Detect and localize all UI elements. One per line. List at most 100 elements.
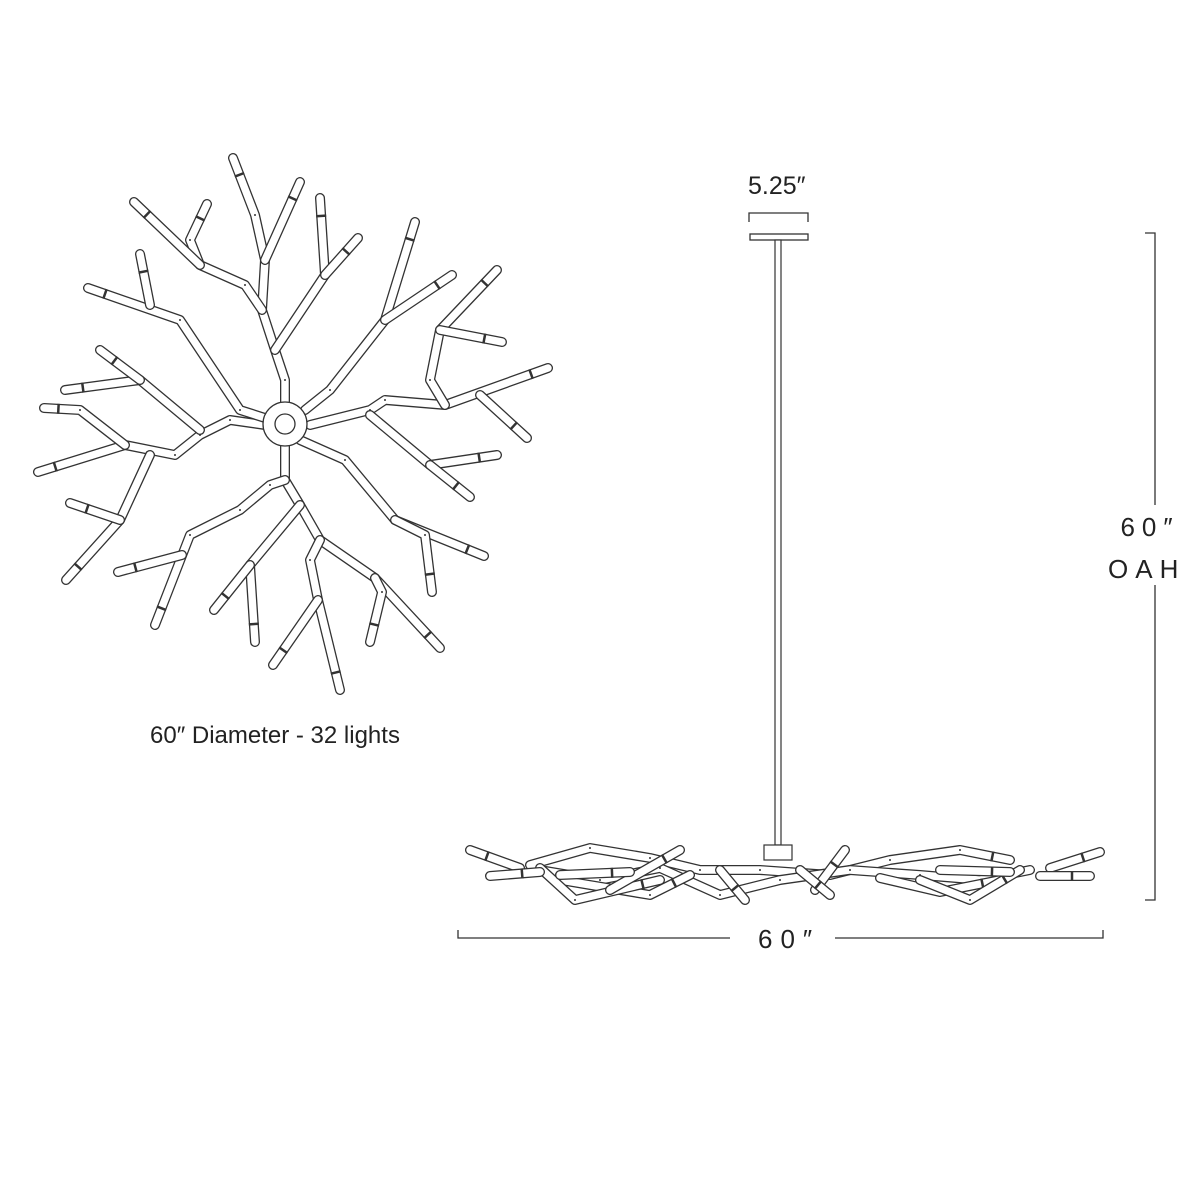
light-band [110,356,119,366]
joint [849,869,851,871]
light-band [640,878,645,890]
light-band [132,562,138,573]
light-band [480,278,490,288]
joint [429,379,431,381]
joint [574,899,576,901]
light-band [195,215,206,222]
side-branch-fill [1046,848,1104,872]
joint [719,894,721,896]
side-branch-fill [556,868,634,879]
side-view-chandelier [465,233,1105,905]
light-band [248,622,259,626]
side-branch-fill [936,866,1014,876]
branch-fill [261,178,304,264]
light-band [477,452,482,463]
width-dimension-right [835,930,1104,939]
joint [254,214,256,216]
dimension-lines [457,212,1156,939]
branch [83,283,270,423]
light-band [80,382,85,393]
light-band [278,646,289,655]
light-band [528,368,534,380]
branch-fill [61,376,204,434]
light-band [423,630,433,640]
light-band [52,461,58,472]
light-band [142,209,152,219]
light-band [464,544,471,555]
overall-height-label: 60″ [1120,512,1180,542]
side-branch-fill [716,866,749,904]
light-band [433,280,441,290]
joint [589,847,591,849]
joint [659,867,661,869]
hub-side [763,844,793,861]
joint [384,399,386,401]
light-band [660,853,668,864]
joint [969,899,971,901]
light-band [484,850,490,862]
branch-fill [366,574,386,646]
joint [649,857,651,859]
light-band [1080,852,1086,863]
canopy-width-bracket [748,212,809,222]
light-band [56,403,60,414]
branch-fill [436,326,506,346]
light-band [84,503,90,514]
branch-fill [210,561,254,614]
joint [244,284,246,286]
joint [344,459,346,461]
canopy [749,233,809,241]
branch [245,500,305,647]
branch-fill [426,266,501,409]
light-band [234,171,245,178]
canopy-width-label: 5.25″ [748,172,806,200]
light-band [316,214,327,218]
width-label: 60″ [758,924,821,954]
branch-fill [426,461,474,501]
height-dimension-top [1145,232,1156,505]
light-band [102,288,108,300]
light-band [369,622,380,627]
joint [759,869,761,871]
width-dimension-left [457,930,730,939]
light-band [424,572,435,576]
branch-fill [136,250,154,309]
light-band [670,877,678,889]
diameter-caption: 60″ Diameter - 32 lights [150,722,400,749]
light-band [287,195,298,202]
joint [889,859,891,861]
joint [599,879,601,881]
light-band [156,605,167,612]
branch-fill [476,391,531,442]
joint [79,409,81,411]
oah-label: OAH [1108,554,1186,584]
hub-center [274,413,296,435]
joint [239,509,241,511]
joint [269,484,271,486]
light-band [73,562,83,571]
light-band [220,591,230,601]
light-band [813,880,823,890]
joint [424,534,426,536]
branch-fill [306,536,344,694]
side-branch-fill [466,846,524,872]
light-band [990,851,995,862]
side-branch-fill [796,866,834,899]
light-band [509,421,519,431]
joint [329,389,331,391]
branch-fill [296,436,488,560]
joint [779,879,781,881]
joint [189,534,191,536]
light-band [330,670,341,675]
joint [239,409,241,411]
light-band [482,333,487,344]
joint [229,419,231,421]
branch-fill [301,218,419,414]
joint [381,591,383,593]
light-band [404,236,415,242]
branch-fill [114,551,186,576]
joint [309,559,311,561]
branch-fill [66,499,124,524]
